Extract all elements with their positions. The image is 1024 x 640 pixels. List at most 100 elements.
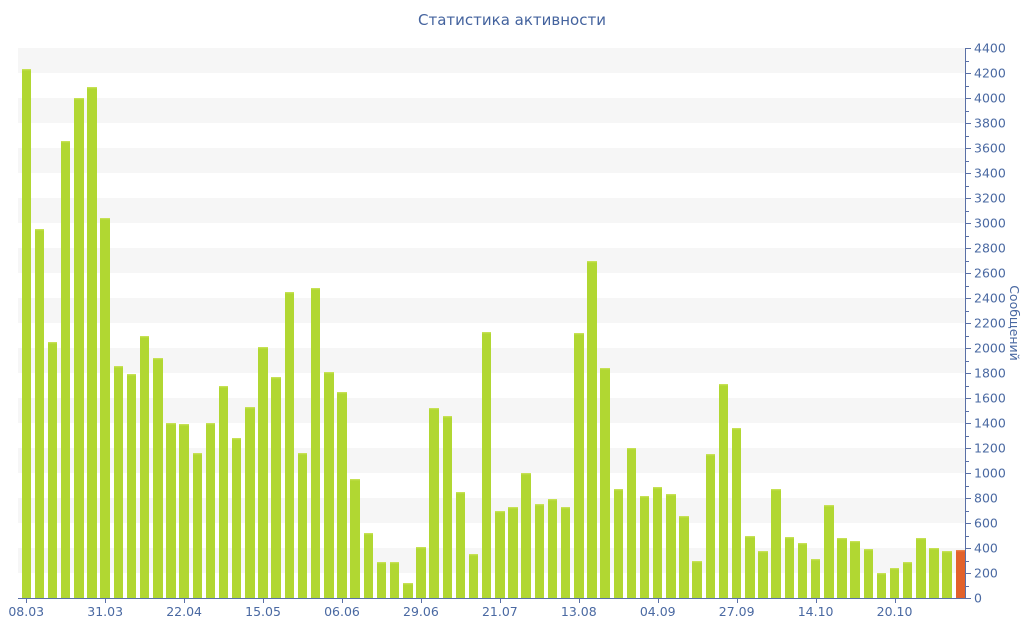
bar <box>705 454 716 598</box>
bar <box>297 453 308 598</box>
x-axis-tick <box>263 599 265 603</box>
y-axis-tick-label: 3800 <box>974 115 1006 131</box>
y-axis-tick <box>966 185 969 187</box>
bar <box>916 538 926 598</box>
x-axis-tick-label: 13.08 <box>560 604 597 619</box>
chart-title: Статистика активности <box>418 11 606 29</box>
y-axis-line <box>965 48 966 599</box>
x-axis-tick <box>184 599 186 603</box>
bar <box>574 333 584 598</box>
y-axis-tick <box>966 523 971 524</box>
bar <box>837 538 847 598</box>
bar <box>666 494 676 598</box>
y-axis-tick-label: 3000 <box>974 215 1006 231</box>
x-axis-tick <box>815 599 817 603</box>
y-axis-tick-label: 600 <box>974 515 998 531</box>
bar <box>166 423 176 598</box>
bar <box>639 495 650 598</box>
y-axis-tick <box>966 48 971 49</box>
bar <box>205 423 216 598</box>
bar <box>824 504 834 598</box>
bar <box>376 561 387 598</box>
y-axis-tick <box>966 173 971 174</box>
x-axis-tick-label: 31.03 <box>87 604 124 619</box>
bar <box>389 561 400 598</box>
y-axis-tick <box>966 560 969 562</box>
x-axis-tick <box>578 599 580 603</box>
y-axis-tick <box>966 573 971 574</box>
x-axis-tick <box>105 599 107 603</box>
y-axis-tick <box>966 348 971 349</box>
x-axis-tick-label: 27.09 <box>718 604 755 619</box>
x-axis-tick <box>894 599 896 603</box>
x-axis-tick-label: 21.07 <box>481 604 518 619</box>
y-axis-tick <box>966 435 969 437</box>
bar <box>731 428 742 598</box>
y-axis-tick-label: 4400 <box>974 40 1006 56</box>
bar <box>508 506 518 598</box>
bar <box>560 506 571 598</box>
bar <box>876 573 887 598</box>
y-axis-tick-label: 3200 <box>974 190 1006 206</box>
bar <box>929 548 939 598</box>
bar <box>258 346 268 598</box>
y-axis-tick <box>966 285 969 287</box>
y-axis-tick <box>966 210 969 212</box>
y-axis-tick <box>966 373 971 374</box>
bar <box>47 341 58 598</box>
y-axis-tick-label: 200 <box>974 565 998 581</box>
y-axis-tick <box>966 598 971 599</box>
y-axis-tick <box>966 410 969 412</box>
x-axis-tick-label: 15.05 <box>245 604 281 619</box>
y-axis-tick-label: 2200 <box>974 315 1006 331</box>
y-axis-tick <box>966 360 969 362</box>
bar <box>902 561 913 598</box>
bar <box>179 424 189 598</box>
bar-highlighted <box>955 549 966 598</box>
y-axis-tick-label: 2600 <box>974 265 1006 281</box>
y-axis-tick <box>966 135 969 137</box>
bar <box>942 550 952 598</box>
x-axis-tick-label: 20.10 <box>876 604 913 619</box>
bar <box>416 546 426 598</box>
bar <box>653 486 663 598</box>
bar <box>771 489 781 598</box>
bar <box>547 498 558 598</box>
y-axis-tick-label: 2400 <box>974 290 1006 306</box>
bar <box>139 335 150 598</box>
y-axis-tick-label: 4200 <box>974 65 1006 81</box>
x-axis-tick <box>26 599 28 603</box>
y-axis-tick <box>966 260 969 262</box>
y-axis-tick <box>966 148 971 149</box>
y-axis-tick-label: 2000 <box>974 340 1006 356</box>
y-axis-tick <box>966 248 971 249</box>
y-axis-tick <box>966 460 969 462</box>
bar <box>613 489 623 598</box>
x-axis-tick-label: 14.10 <box>797 604 834 619</box>
y-axis-tick <box>966 498 971 499</box>
plot-area <box>18 48 966 599</box>
bar <box>495 510 505 598</box>
y-axis-tick <box>966 510 969 512</box>
y-axis-tick-label: 4000 <box>974 90 1006 106</box>
y-axis-tick <box>966 73 971 74</box>
x-axis-tick-label: 22.04 <box>166 604 203 619</box>
bar <box>245 406 255 598</box>
y-axis-tick <box>966 448 971 449</box>
y-axis-tick-label: 800 <box>974 490 998 506</box>
y-axis-tick <box>966 398 971 399</box>
bar <box>534 504 545 598</box>
y-axis-tick-label: 3400 <box>974 165 1006 181</box>
y-axis-tick <box>966 160 969 162</box>
bar <box>87 86 97 598</box>
x-axis-tick <box>657 599 659 603</box>
y-axis-title: Сообщений <box>1007 285 1022 361</box>
bar <box>863 549 873 598</box>
x-axis-tick <box>420 599 422 603</box>
bar <box>100 218 110 598</box>
y-axis-tick-label: 0 <box>974 590 982 606</box>
y-axis-tick-label: 400 <box>974 540 998 556</box>
bar <box>403 583 413 598</box>
y-axis-tick <box>966 423 971 424</box>
